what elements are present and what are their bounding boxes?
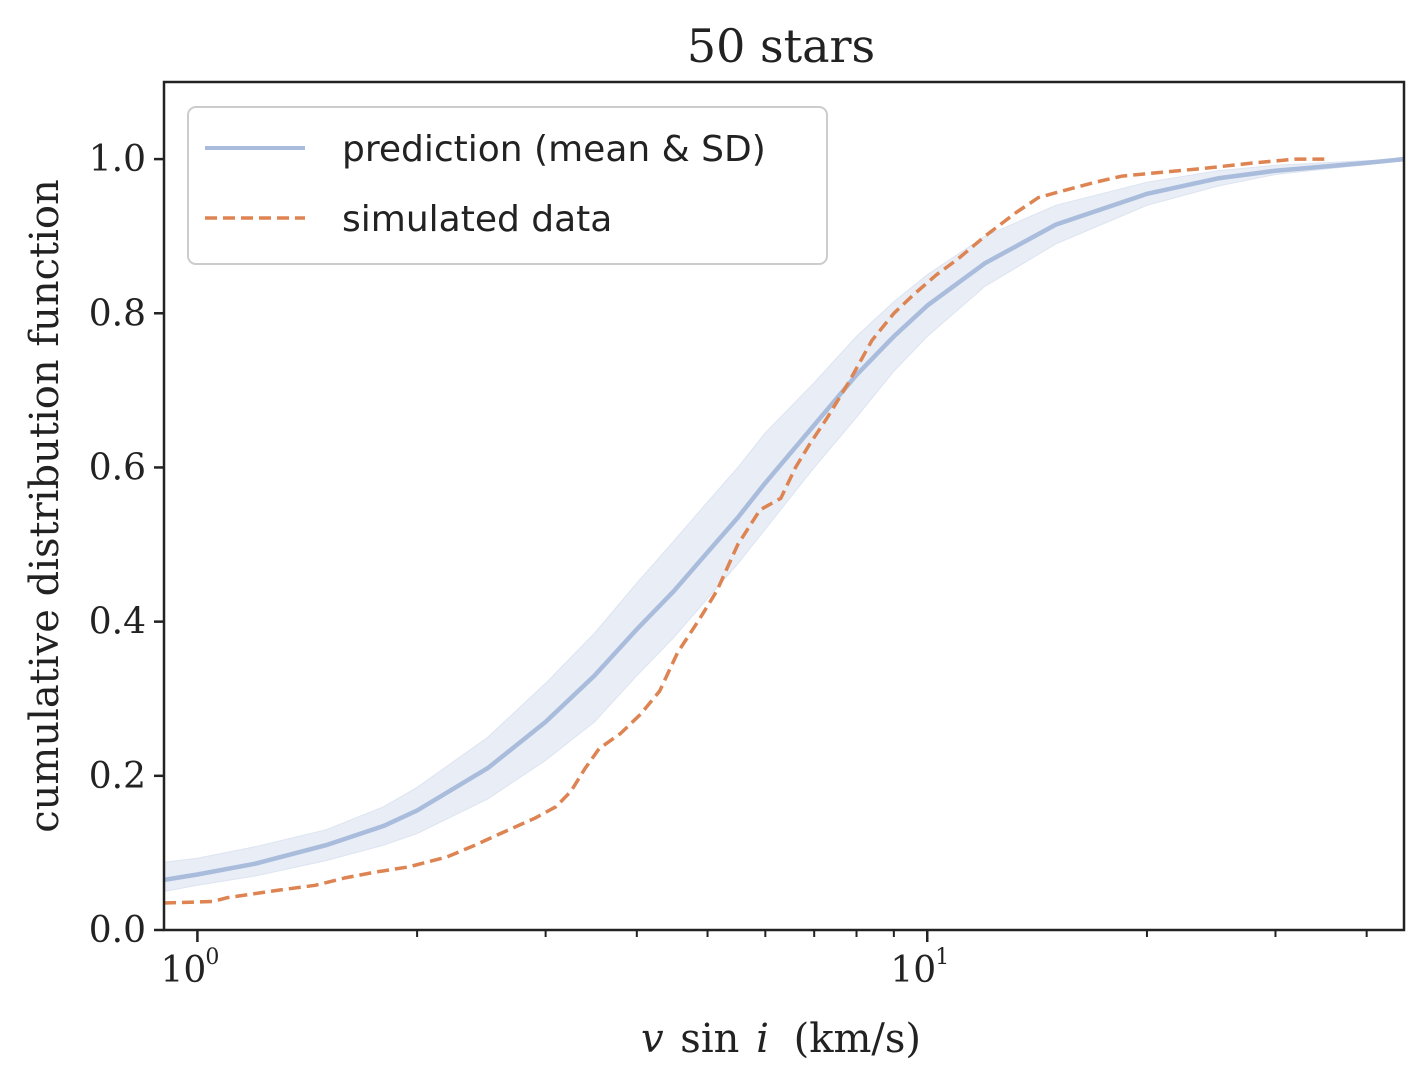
y-tick-label: 0.8: [89, 293, 146, 334]
prediction-sd-band: [163, 158, 1405, 893]
x-axis-label: v sin i (km/s): [641, 1016, 921, 1062]
simulated-data-line: [163, 157, 1325, 905]
y-tick-label: 1.0: [89, 139, 146, 180]
chart-title: 50 stars: [687, 19, 875, 73]
y-axis-label: cumulative distribution function: [22, 179, 68, 833]
y-tick-label: 0.2: [89, 756, 146, 797]
y-tick-label: 0.0: [89, 910, 146, 951]
y-tick-label: 0.6: [89, 447, 146, 488]
x-tick-label: 10: [890, 950, 936, 991]
y-tick-label: 0.4: [89, 602, 146, 643]
legend: prediction (mean & SD) simulated data: [187, 106, 828, 265]
legend-box: [187, 106, 828, 265]
prediction-mean-line: [163, 156, 1405, 883]
legend-label-simulated-data: simulated data: [342, 199, 612, 240]
x-tick-label-exponent: 0: [205, 945, 219, 970]
x-tick-label-exponent: 1: [935, 945, 949, 970]
plot-area: [163, 156, 1405, 905]
plot-frame: [162, 80, 1406, 932]
axis-ticks: 0.00.20.40.60.81.010 0 10 1: [89, 139, 1368, 991]
legend-label-prediction: prediction (mean & SD): [342, 129, 766, 170]
x-tick-label: 10: [160, 950, 206, 991]
